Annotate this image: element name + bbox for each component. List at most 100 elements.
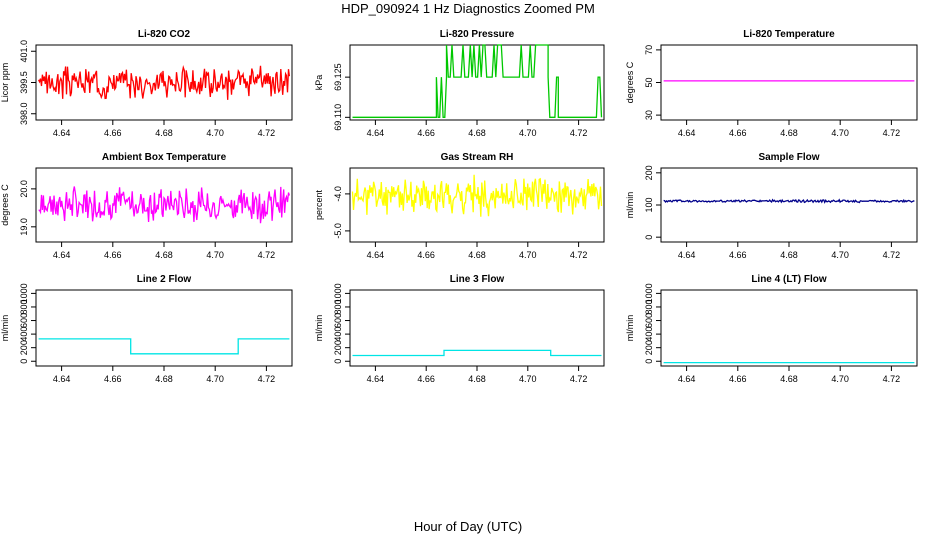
series-line — [38, 186, 291, 224]
x-tick-label: 4.68 — [780, 128, 798, 138]
x-tick-label: 4.70 — [519, 374, 537, 384]
x-tick-label: 4.64 — [678, 374, 696, 384]
x-tick-label: 4.70 — [831, 128, 849, 138]
y-tick-label: 200 — [19, 340, 29, 355]
x-tick-label: 4.66 — [104, 374, 122, 384]
plot-frame — [35, 289, 293, 367]
plot-frame — [349, 167, 605, 243]
x-tick-label: 4.68 — [468, 128, 486, 138]
plot-frame — [660, 167, 918, 243]
x-tick-label: 4.68 — [155, 250, 173, 260]
x-tick-label: 4.72 — [258, 374, 276, 384]
y-axis-label: ml/min — [625, 315, 635, 342]
x-tick-label: 4.68 — [468, 250, 486, 260]
x-tick-label: 4.68 — [468, 374, 486, 384]
panel-9: Line 4 (LT) Flow 4.64 4.66 4.68 4.70 4.72 0 200… — [625, 274, 918, 384]
plot-frame — [660, 44, 918, 121]
y-tick-label: 600 — [644, 313, 654, 328]
y-tick-label: 1000 — [644, 283, 654, 303]
y-tick-label: 50 — [644, 77, 654, 87]
y-tick-label: -4.0 — [333, 186, 343, 202]
plot-frame — [349, 289, 605, 367]
panel-5: Gas Stream RH 4.64 4.66 4.68 4.70 4.72 -5.0 -4.… — [314, 152, 605, 260]
y-tick-label: 1000 — [19, 283, 29, 303]
x-tick-label: 4.72 — [258, 250, 276, 260]
y-tick-label: 400 — [333, 327, 343, 342]
x-tick-label: 4.68 — [780, 374, 798, 384]
y-tick-label: 0 — [333, 359, 343, 364]
y-tick-label: 401.0 — [19, 40, 29, 63]
plot-frame — [349, 44, 605, 121]
x-tick-label: 4.70 — [206, 374, 224, 384]
y-tick-label: 69.125 — [333, 63, 343, 91]
panel-title: Ambient Box Temperature — [102, 152, 227, 163]
y-tick-label: 19.0 — [19, 218, 29, 236]
y-axis-label: degrees C — [625, 61, 635, 103]
y-axis-label: degrees C — [0, 184, 10, 226]
panel-title: Li-820 Pressure — [440, 29, 515, 40]
y-tick-label: 600 — [19, 313, 29, 328]
y-tick-label: -5.0 — [333, 223, 343, 239]
x-tick-label: 4.64 — [53, 374, 71, 384]
panel-1: Li-820 CO2 4.64 4.66 4.68 4.70 4.72 398.0 399.5… — [0, 29, 293, 138]
y-tick-label: 30 — [644, 110, 654, 120]
x-tick-label: 4.64 — [367, 128, 385, 138]
y-tick-label: 100 — [644, 197, 654, 212]
series-line — [663, 198, 915, 204]
x-tick-label: 4.66 — [417, 250, 435, 260]
x-tick-label: 4.64 — [367, 374, 385, 384]
y-tick-label: 200 — [333, 340, 343, 355]
x-tick-label: 4.70 — [519, 250, 537, 260]
y-axis-label: ml/min — [0, 315, 10, 342]
x-tick-label: 4.64 — [678, 128, 696, 138]
y-tick-label: 200 — [644, 165, 654, 180]
y-tick-label: 600 — [333, 313, 343, 328]
y-tick-label: 800 — [19, 299, 29, 314]
x-tick-label: 4.70 — [206, 128, 224, 138]
y-tick-label: 0 — [19, 359, 29, 364]
panel-title: Line 3 Flow — [450, 274, 505, 285]
y-tick-label: 400 — [644, 327, 654, 342]
x-tick-label: 4.72 — [258, 128, 276, 138]
y-axis-label: ml/min — [314, 315, 324, 342]
y-tick-label: 800 — [333, 299, 343, 314]
y-tick-label: 0 — [644, 235, 654, 240]
panel-title: Li-820 CO2 — [138, 29, 191, 40]
series-line — [38, 338, 290, 355]
y-tick-label: 400 — [19, 327, 29, 342]
y-tick-label: 70 — [644, 45, 654, 55]
y-axis-label: ml/min — [625, 192, 635, 219]
x-tick-label: 4.66 — [729, 250, 747, 260]
y-axis-label: Licor ppm — [0, 63, 10, 103]
panel-title: Sample Flow — [758, 152, 819, 163]
y-axis-label: kPa — [314, 75, 324, 91]
x-tick-label: 4.72 — [883, 374, 901, 384]
panel-3: Li-820 Temperature 4.64 4.66 4.68 4.70 4.72 30… — [625, 29, 918, 138]
panel-2: Li-820 Pressure 4.64 4.66 4.68 4.70 4.72 69.11… — [314, 29, 605, 138]
y-axis-label: percent — [314, 189, 324, 220]
y-tick-label: 69.110 — [333, 104, 343, 131]
x-tick-label: 4.64 — [53, 250, 71, 260]
x-tick-label: 4.68 — [155, 128, 173, 138]
x-tick-label: 4.66 — [417, 128, 435, 138]
series-line — [352, 349, 602, 357]
x-tick-label: 4.64 — [678, 250, 696, 260]
y-tick-label: 200 — [644, 340, 654, 355]
y-tick-label: 20.0 — [19, 180, 29, 198]
x-tick-label: 4.66 — [104, 128, 122, 138]
series-line — [38, 64, 291, 100]
series-line — [351, 174, 603, 217]
panel-title: Gas Stream RH — [441, 152, 514, 163]
panel-title: Line 2 Flow — [137, 274, 192, 285]
x-tick-label: 4.66 — [729, 128, 747, 138]
x-tick-label: 4.72 — [883, 250, 901, 260]
x-tick-label: 4.70 — [831, 374, 849, 384]
series-line — [352, 44, 603, 118]
x-tick-label: 4.72 — [883, 128, 901, 138]
panel-6: Sample Flow 4.64 4.66 4.68 4.70 4.72 0 100 200 ml… — [625, 152, 918, 260]
x-tick-label: 4.68 — [155, 374, 173, 384]
x-tick-label: 4.72 — [570, 250, 588, 260]
x-tick-label: 4.72 — [570, 374, 588, 384]
panel-4: Ambient Box Temperature 4.64 4.66 4.68 4.70 4… — [0, 152, 293, 260]
